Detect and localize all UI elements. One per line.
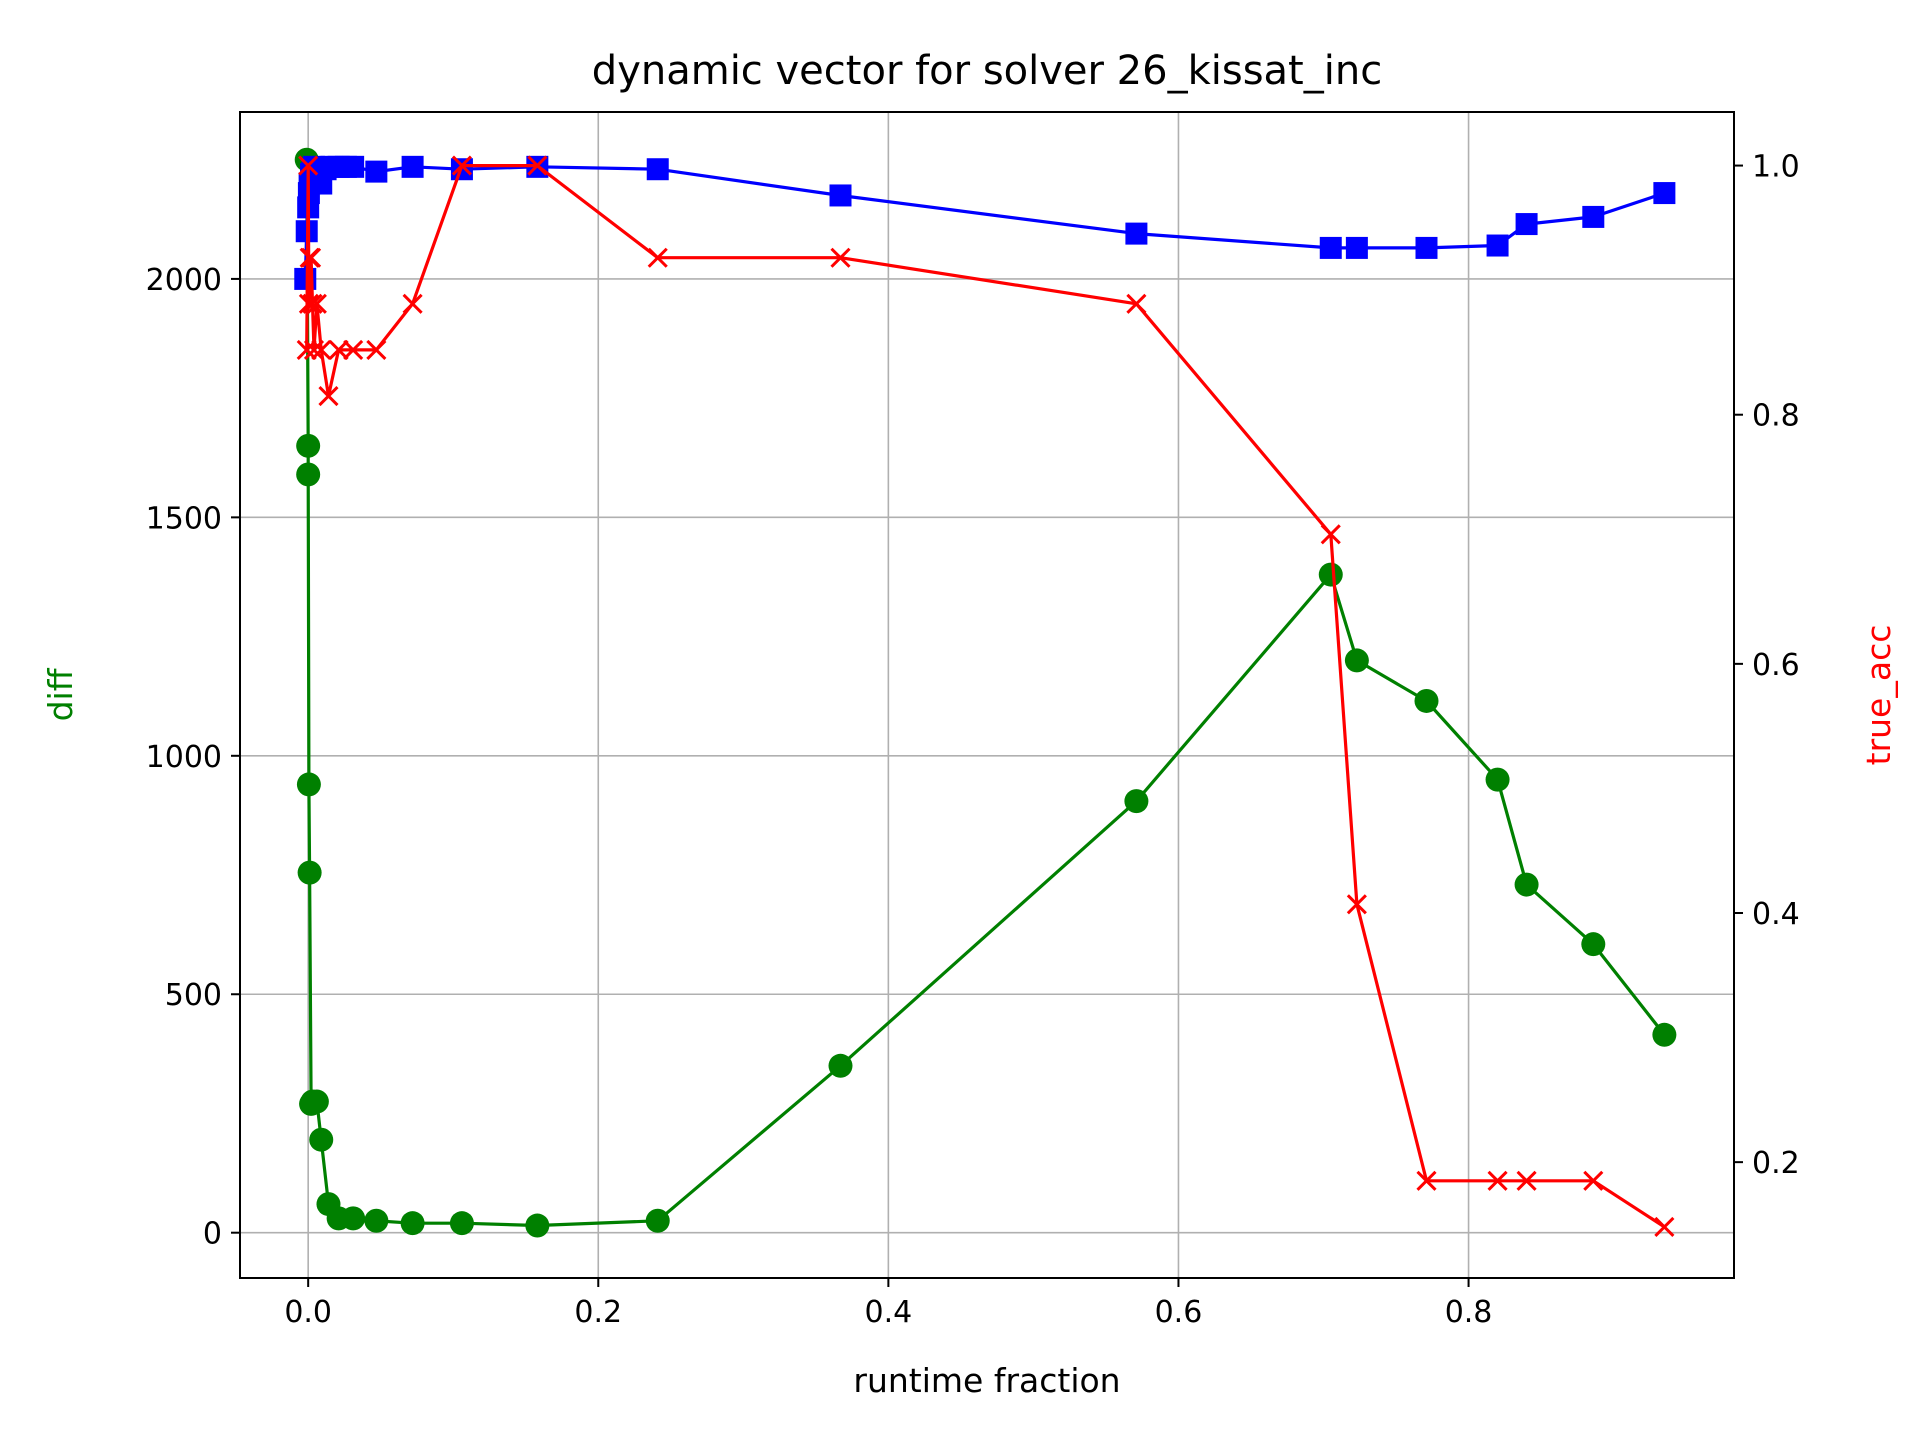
data-point	[1515, 873, 1539, 897]
data-point	[364, 1209, 388, 1233]
data-point	[1345, 648, 1369, 672]
x-tick-label: 0.0	[284, 1295, 332, 1330]
data-point	[829, 1054, 853, 1078]
data-point	[1582, 206, 1604, 228]
data-point	[309, 1128, 333, 1152]
data-point	[1346, 237, 1368, 259]
data-point	[402, 156, 424, 178]
data-point	[342, 156, 364, 178]
y2-axis-label: true_acc	[1859, 625, 1898, 766]
y2-tick-label: 0.2	[1752, 1146, 1800, 1181]
data-point	[341, 1206, 365, 1230]
data-point	[1319, 563, 1343, 587]
data-point	[305, 1090, 329, 1114]
y2-tick-label: 0.8	[1752, 399, 1800, 434]
data-point	[401, 1211, 425, 1235]
data-point	[297, 772, 321, 796]
x-tick-label: 0.4	[865, 1295, 913, 1330]
data-point	[365, 161, 387, 183]
data-point	[1125, 223, 1147, 245]
y-tick-label: 1000	[146, 740, 222, 775]
data-point	[296, 434, 320, 458]
data-point	[1516, 213, 1538, 235]
chart-title: dynamic vector for solver 26_kissat_inc	[592, 48, 1382, 94]
y-tick-label: 500	[165, 978, 222, 1013]
y-tick-label: 1500	[146, 501, 222, 536]
y2-tick-label: 0.4	[1752, 897, 1800, 932]
data-point	[298, 861, 322, 885]
data-point	[1487, 235, 1509, 257]
y-axis-label: diff	[41, 667, 80, 721]
x-tick-label: 0.2	[574, 1295, 622, 1330]
y-tick-label: 2000	[146, 263, 222, 298]
data-point	[1486, 768, 1510, 792]
data-point	[1653, 182, 1675, 204]
data-point	[830, 184, 852, 206]
data-point	[1581, 932, 1605, 956]
data-point	[646, 1209, 670, 1233]
x-tick-label: 0.8	[1445, 1295, 1493, 1330]
data-point	[1124, 789, 1148, 813]
y-tick-label: 0	[203, 1217, 222, 1252]
data-point	[1415, 237, 1437, 259]
data-point	[296, 462, 320, 486]
data-point	[450, 1211, 474, 1235]
data-point	[1652, 1023, 1676, 1047]
data-point	[1414, 689, 1438, 713]
data-point	[525, 1214, 549, 1238]
x-tick-label: 0.6	[1155, 1295, 1203, 1330]
x-axis-label: runtime fraction	[853, 1361, 1120, 1400]
y2-tick-label: 1.0	[1752, 150, 1800, 185]
data-point	[647, 158, 669, 180]
y2-tick-label: 0.6	[1752, 648, 1800, 683]
data-point	[1320, 237, 1342, 259]
